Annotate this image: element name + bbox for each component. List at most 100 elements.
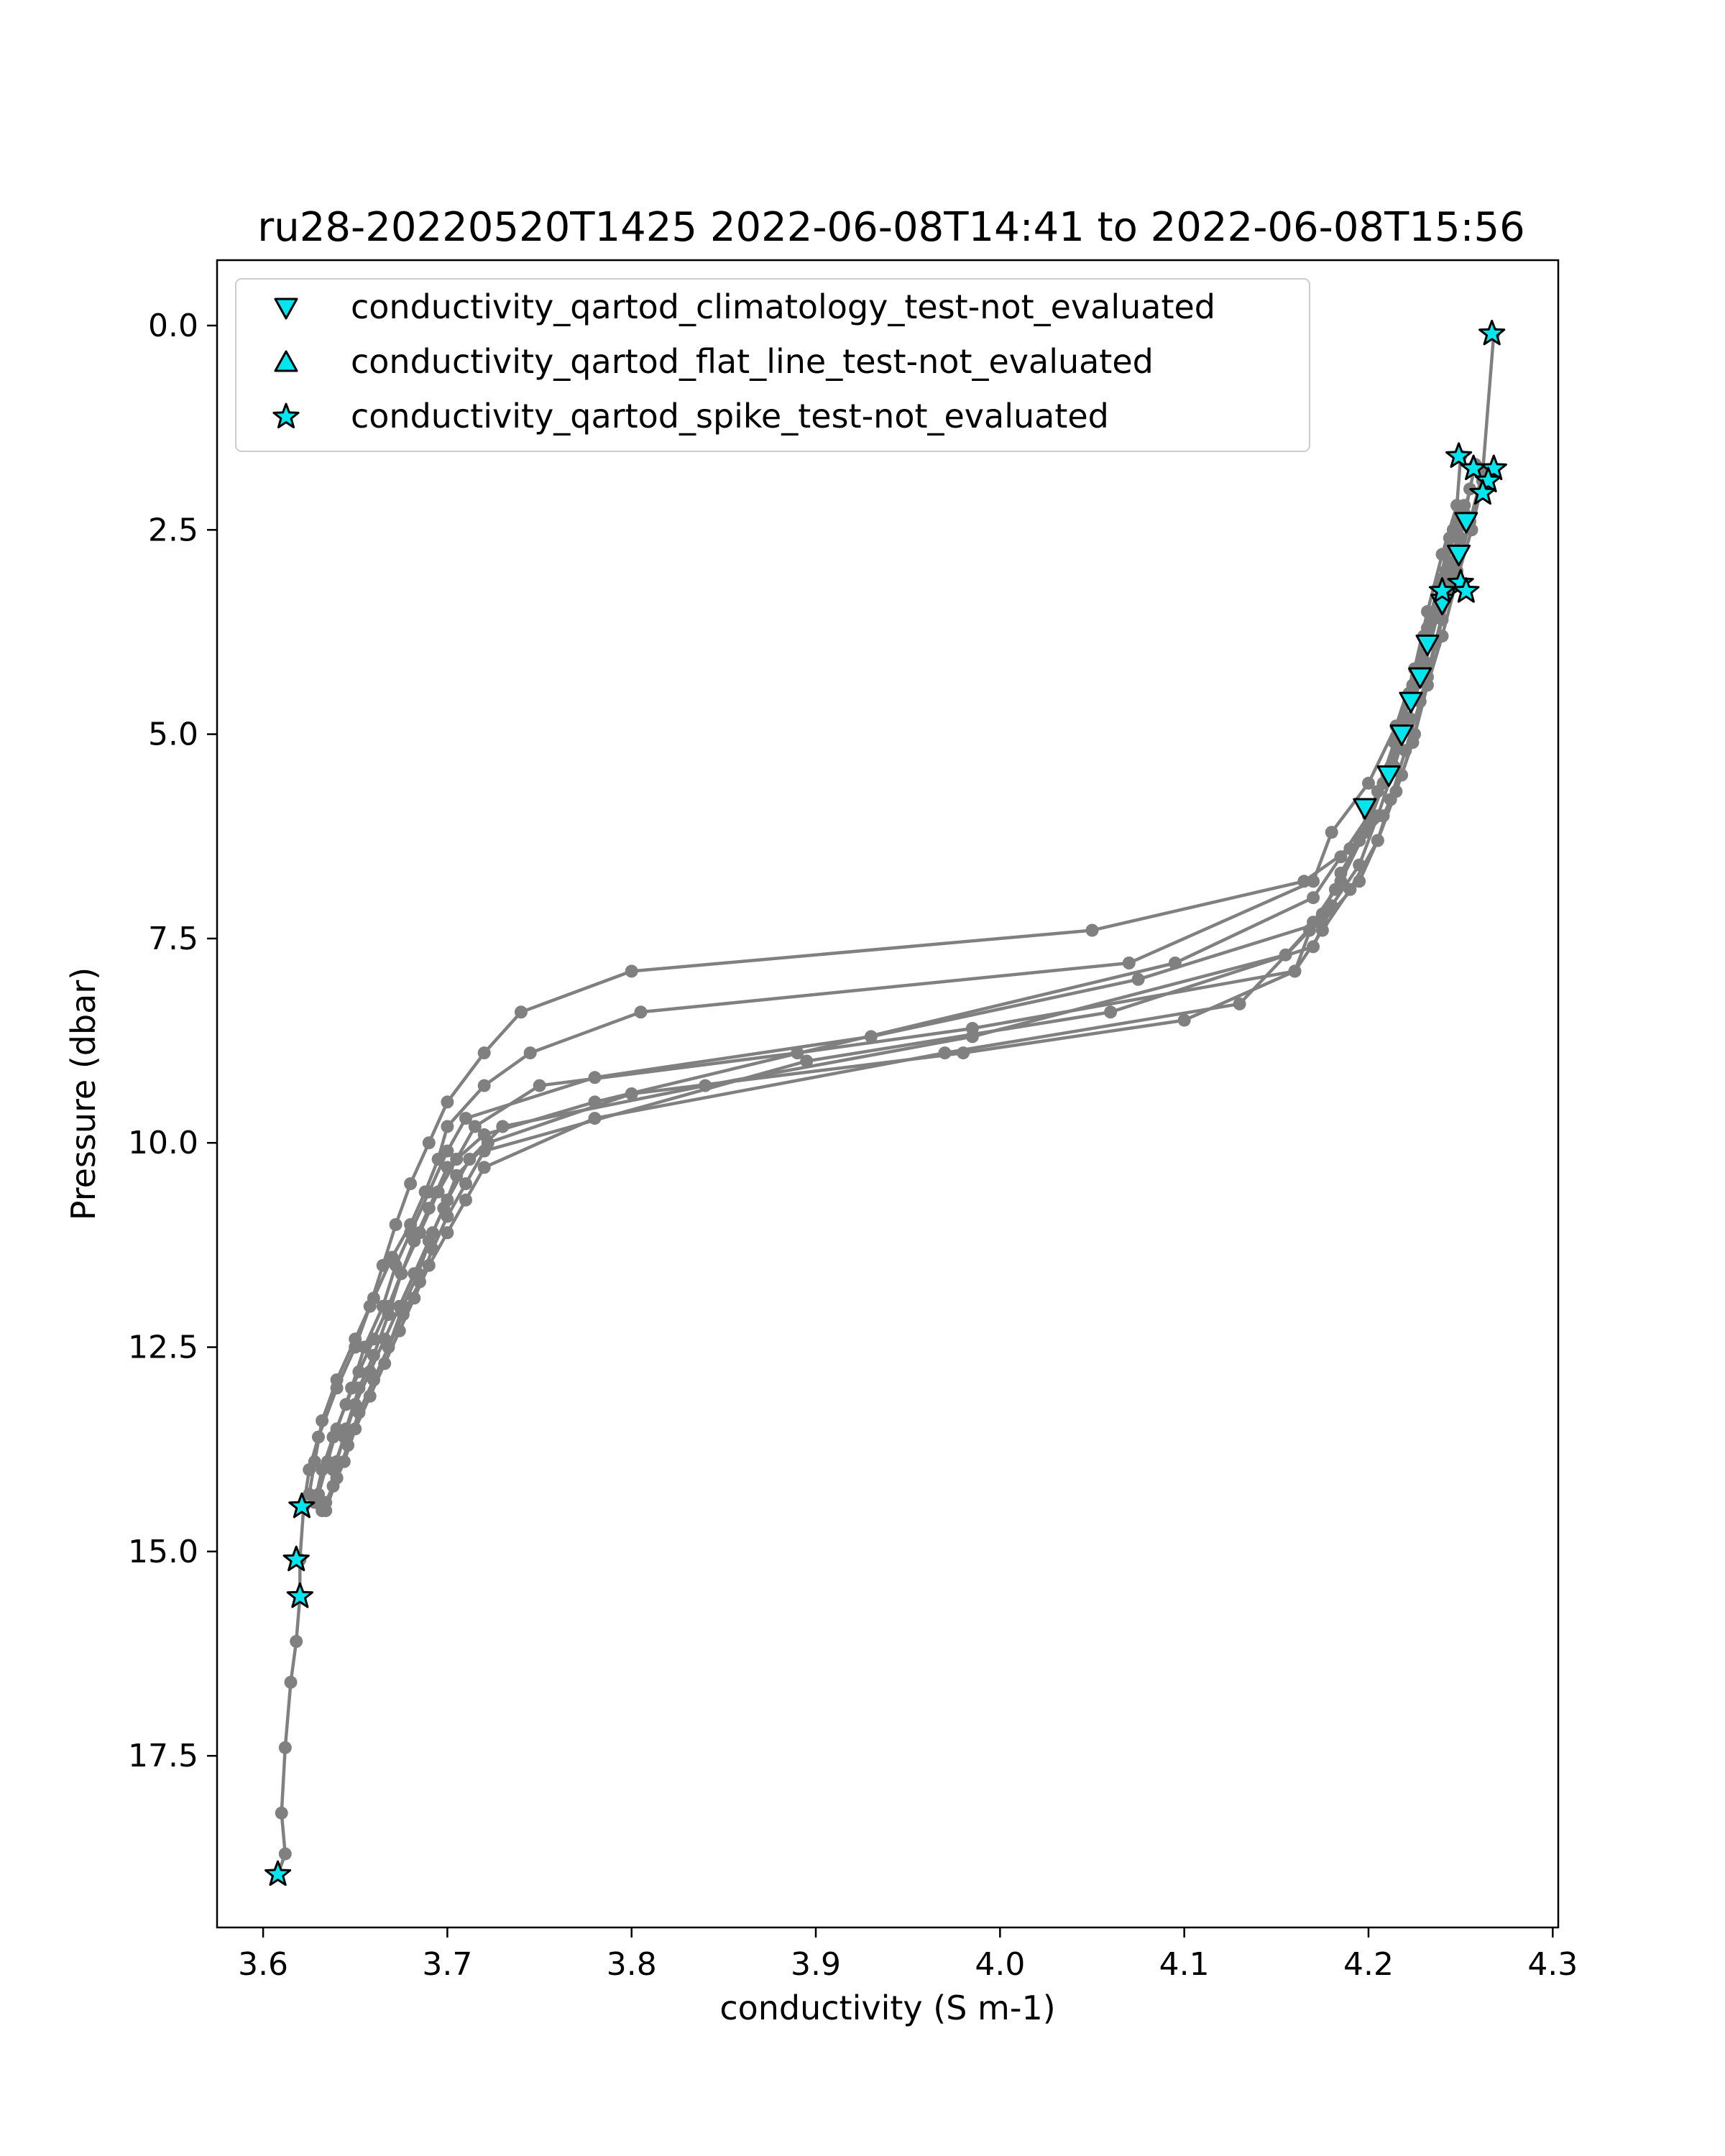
y-tick-label: 0.0 [148,308,198,344]
legend-markers [272,298,300,429]
profile-point [441,1120,454,1133]
climatology-marker [1447,544,1471,566]
profile-point [800,1054,814,1068]
profile-point [422,1136,436,1150]
profile-point [1334,850,1348,864]
spike-marker [1475,466,1502,493]
y-tick-label: 2.5 [148,512,198,548]
profile-point [1353,858,1366,872]
profile-point [389,1218,402,1231]
legend-label-climatology: conductivity_qartod_climatology_test-not… [351,287,1215,326]
profile-point [1371,834,1384,847]
profile-point [290,1635,303,1648]
climatology-marker [1415,635,1440,657]
profile-point [1443,531,1456,545]
profile-point [378,1357,392,1370]
x-tick-label: 3.8 [607,1946,657,1983]
profile-point [437,1202,451,1215]
profile-line [316,480,1485,1495]
profile-point [481,1136,494,1150]
profile-point [1371,785,1384,798]
profile-point [284,1675,298,1689]
profile-point [938,1046,952,1060]
spike-marker [288,1492,316,1519]
chart-title: ru28-20220520T1425 2022-06-08T14:41 to 2… [257,204,1524,251]
profile-point [1399,744,1412,757]
axes-frame [216,259,1560,1929]
profile-point [463,1153,477,1166]
profile-point [349,1422,362,1436]
profile-point [1328,883,1342,896]
profile-point [1085,923,1099,937]
y-tick-label: 17.5 [128,1738,198,1774]
x-axis-label: conductivity (S m-1) [719,1989,1055,2027]
profile-point [1343,883,1357,896]
profile-point [278,1847,292,1861]
profile-point [1384,793,1397,806]
profile-point [1307,891,1320,905]
x-tick-label: 3.6 [238,1946,288,1983]
profile-point [459,1112,472,1125]
profile-point [358,1340,372,1354]
profile-point [459,1193,472,1207]
profile-point [1362,776,1375,790]
profile-point [337,1430,351,1444]
profile-point [588,1112,602,1125]
profile-point [337,1455,351,1468]
profile-point [395,1267,408,1281]
profile-point [441,1095,454,1109]
x-tick-label: 3.7 [422,1946,472,1983]
spike-marker [286,1582,313,1608]
profile-point [965,1030,979,1044]
spike-marker [1469,479,1496,505]
profile-point [404,1226,418,1240]
climatology-marker [1376,765,1401,787]
x-tick-label: 4.0 [975,1946,1025,1983]
climatology-marker [1399,691,1423,714]
legend-marker-triangle-down [274,298,298,320]
spike-marker [1453,577,1480,603]
profile-point [625,964,638,978]
x-tick-label: 4.3 [1527,1946,1578,1983]
spike-marker [264,1860,292,1886]
profile-point [450,1169,464,1182]
profile-point [441,1144,454,1158]
profile-point [349,1398,362,1411]
x-axis-ticks: 3.6 3.7 3.8 3.9 4.0 4.1 4.2 4.3 [238,1927,1578,1983]
profile-point [363,1365,377,1378]
profile-point [468,1120,482,1133]
profile-point [1104,1005,1118,1019]
spike-marker [1428,577,1456,603]
profile-point [316,1414,329,1427]
profile-point [408,1267,421,1281]
profile-point [533,1079,546,1092]
profile-point [431,1185,445,1199]
climatology-marker [1389,724,1414,747]
profile-point [1288,964,1302,978]
y-tick-label: 10.0 [128,1125,198,1161]
profile-point [477,1079,491,1092]
profile-point [275,1806,288,1820]
profile-point [382,1308,395,1322]
y-axis-label: Pressure (dbar) [64,967,103,1220]
profile-point [1458,499,1471,512]
profile-point [1353,834,1366,847]
legend-marker-star [272,402,300,429]
profile-point [523,1046,537,1060]
profile-point [791,1046,804,1060]
x-tick-label: 3.9 [791,1946,841,1983]
profile-point [634,1005,648,1019]
profile-point [422,1234,436,1248]
profile-point [378,1332,392,1346]
profile-point [316,1504,329,1517]
profile-point [392,1299,406,1313]
profile-point [363,1389,377,1403]
profile-point [413,1226,426,1240]
profile-point [864,1030,878,1044]
profile-point [625,1087,638,1100]
profile-line [335,488,1472,1462]
spike-marker [1445,442,1473,468]
legend-label-flat-line: conductivity_qartod_flat_line_test-not_e… [351,342,1154,381]
y-tick-label: 7.5 [148,921,198,957]
profile-point [1233,997,1246,1010]
